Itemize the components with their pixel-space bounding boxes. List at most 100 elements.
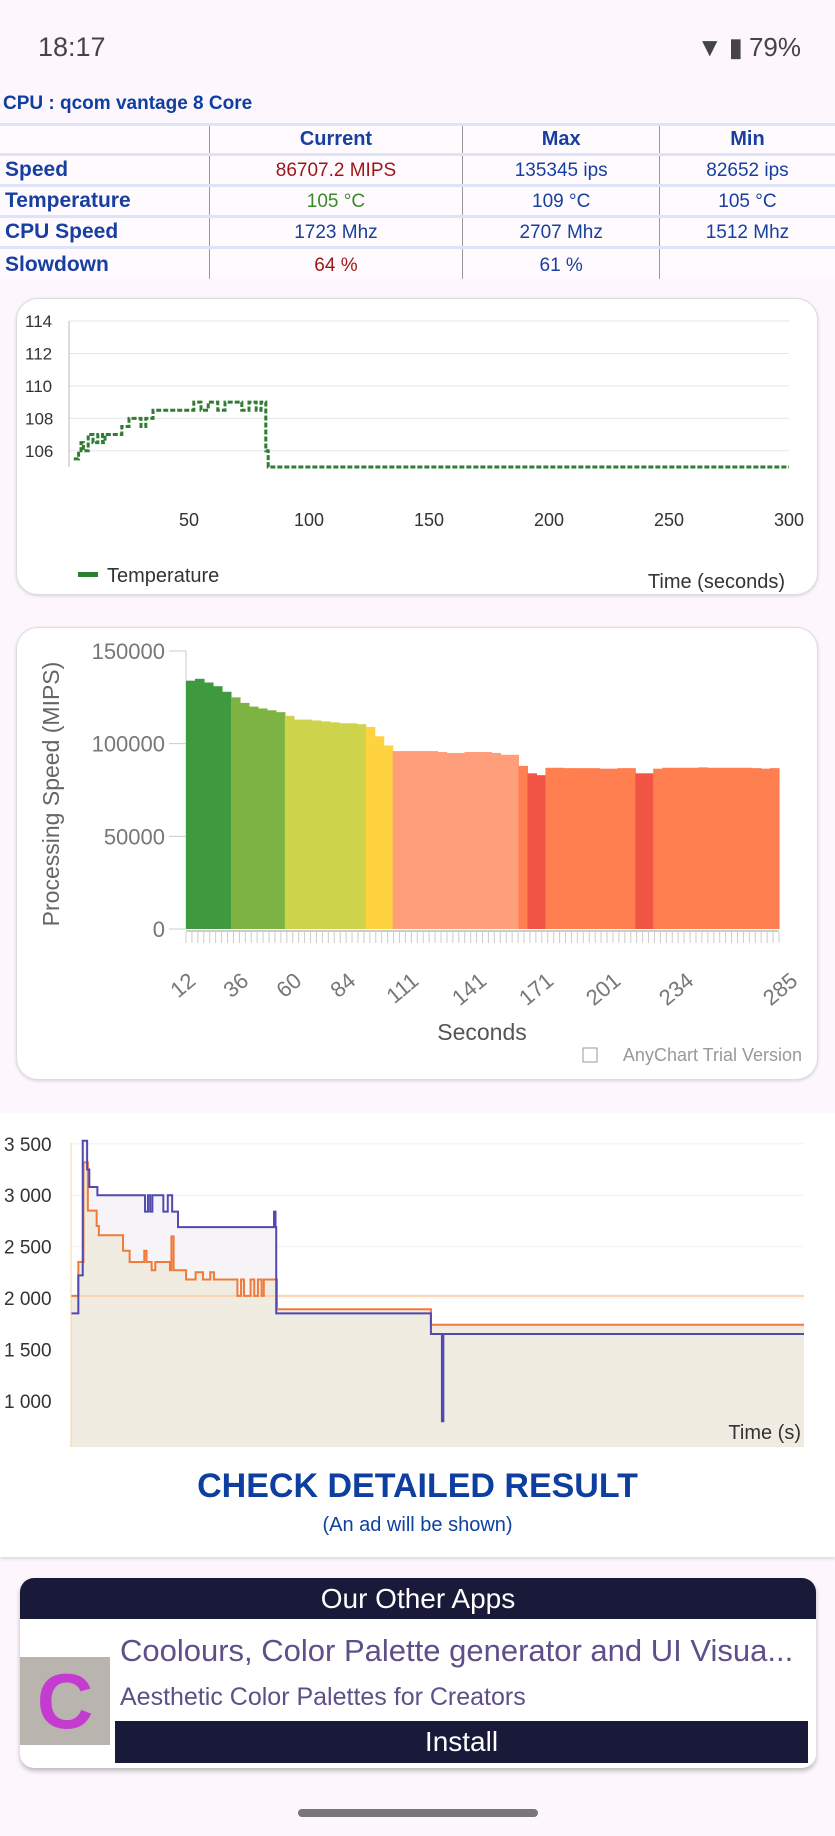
bar: [374, 736, 385, 929]
bar: [590, 768, 600, 929]
bar: [257, 708, 268, 929]
bar: [329, 722, 340, 929]
bar: [464, 752, 475, 929]
bar: [212, 686, 223, 929]
bar: [491, 752, 502, 929]
table-header: Current Max Min: [0, 123, 835, 155]
bar: [338, 723, 349, 929]
bar: [473, 752, 484, 929]
bar: [347, 723, 358, 929]
bar: [437, 752, 448, 929]
wifi-icon: ▼: [696, 32, 723, 62]
legend-label: Temperature: [107, 565, 219, 587]
bar: [734, 767, 744, 929]
bar: [284, 715, 295, 929]
bar: [635, 773, 645, 929]
table-row: CPU Speed 1723 Mhz 2707 Mhz 1512 Mhz: [0, 215, 835, 248]
bar: [770, 768, 780, 929]
bar: [248, 706, 259, 929]
table-row: Slowdown 64 % 61 %: [0, 246, 835, 279]
y-tick-label: 112: [25, 344, 52, 363]
bar: [608, 768, 618, 929]
bar: [203, 682, 214, 929]
battery-level: 79%: [748, 32, 801, 62]
bar: [518, 765, 529, 929]
temperature-chart-card: 106 108 110 112 114 50 100 150 200 250 300 Temperat…: [16, 298, 818, 595]
bar: [662, 767, 672, 929]
bar: [545, 767, 555, 929]
frequency-chart-card: 1 000 1 500 2 000 2 500 3 000 3 500 Time (s): [0, 1113, 835, 1447]
check-subtitle: (An ad will be shown): [322, 1514, 513, 1536]
home-indicator[interactable]: [298, 1809, 538, 1817]
header-min: Min: [658, 123, 835, 155]
bar: [509, 754, 520, 929]
bar: [221, 691, 232, 929]
speed-chart: 0 50000 100000 150000 12 36 60 84 111 141 171 201 23…: [38, 639, 802, 1065]
y-axis-title: Processing Speed (MIPS): [38, 662, 64, 927]
bar: [725, 767, 735, 929]
y-tick-label: 110: [25, 377, 52, 396]
x-tick-label: 50: [179, 510, 199, 530]
x-tick-label: 250: [654, 510, 684, 530]
anychart-icon: [582, 1047, 598, 1063]
y-tick-label: 150000: [92, 639, 165, 664]
install-button[interactable]: Install: [115, 1721, 808, 1763]
bar: [401, 751, 412, 929]
bar: [563, 768, 573, 929]
speed-chart-card: 0 50000 100000 150000 12 36 60 84 111 141 171 201 23…: [16, 627, 818, 1080]
y-tick-label: 50000: [104, 824, 165, 849]
x-axis-title: Seconds: [437, 1019, 527, 1045]
y-tick-label: 100000: [92, 732, 165, 757]
temperature-chart: 106 108 110 112 114 50 100 150 200 250 300 Temperat…: [25, 312, 804, 593]
bar: [311, 720, 322, 929]
check-detailed-result-button[interactable]: CHECK DETAILED RESULT (An ad will be sho…: [0, 1447, 835, 1557]
clock: 18:17: [38, 32, 106, 62]
watermark: AnyChart Trial Version: [623, 1045, 802, 1065]
bar: [743, 767, 753, 929]
y-tick-label: 2 000: [4, 1289, 52, 1310]
bar: [653, 768, 663, 929]
max-frequency-line: [71, 1139, 804, 1423]
bar: [356, 724, 367, 929]
y-tick-label: 1 500: [4, 1340, 52, 1361]
y-tick-label: 2 500: [4, 1238, 52, 1259]
x-tick-label: 111: [382, 968, 424, 1009]
bar: [716, 767, 726, 929]
x-tick-label: 84: [325, 968, 360, 1003]
table-row: Temperature 105 °C 109 °C 105 °C: [0, 184, 835, 217]
bar: [428, 751, 439, 929]
bar: [581, 768, 591, 929]
bar: [446, 752, 457, 929]
y-tick-label: 3 500: [4, 1135, 52, 1156]
status-bar: 18:17 ▼ ▮ 79%: [0, 0, 835, 100]
bar: [527, 773, 538, 929]
bar: [707, 767, 717, 929]
y-tick-label: 1 000: [4, 1392, 52, 1413]
bar: [194, 678, 205, 929]
bar: [293, 719, 304, 929]
x-tick-label: 285: [758, 968, 802, 1011]
app-description: Aesthetic Color Palettes for Creators: [120, 1683, 526, 1711]
x-tick-label: 36: [218, 968, 253, 1003]
x-tick-label: 234: [654, 968, 698, 1011]
bar: [689, 767, 699, 929]
bar: [320, 721, 331, 929]
x-tick-label: 60: [271, 968, 306, 1003]
y-tick-label: 0: [153, 917, 165, 942]
bar: [500, 754, 511, 929]
x-tick-label: 12: [165, 968, 200, 1003]
bar: [761, 768, 771, 929]
app-name[interactable]: Coolours, Color Palette generator and UI…: [120, 1633, 794, 1668]
x-tick-label: 100: [294, 510, 324, 530]
avg-frequency-line: [71, 1161, 804, 1326]
bar: [392, 751, 403, 929]
bar: [554, 767, 564, 929]
x-tick-label: 171: [514, 968, 558, 1011]
cpu-stats-table: Current Max Min Speed 86707.2 MIPS 135345 ip…: [0, 123, 835, 279]
y-tick-label: 114: [25, 312, 52, 331]
bar: [455, 752, 466, 929]
x-axis-title: Time (s): [728, 1422, 801, 1444]
bar: [383, 745, 394, 929]
app-icon[interactable]: C: [20, 1657, 110, 1745]
temperature-line: [73, 400, 789, 469]
